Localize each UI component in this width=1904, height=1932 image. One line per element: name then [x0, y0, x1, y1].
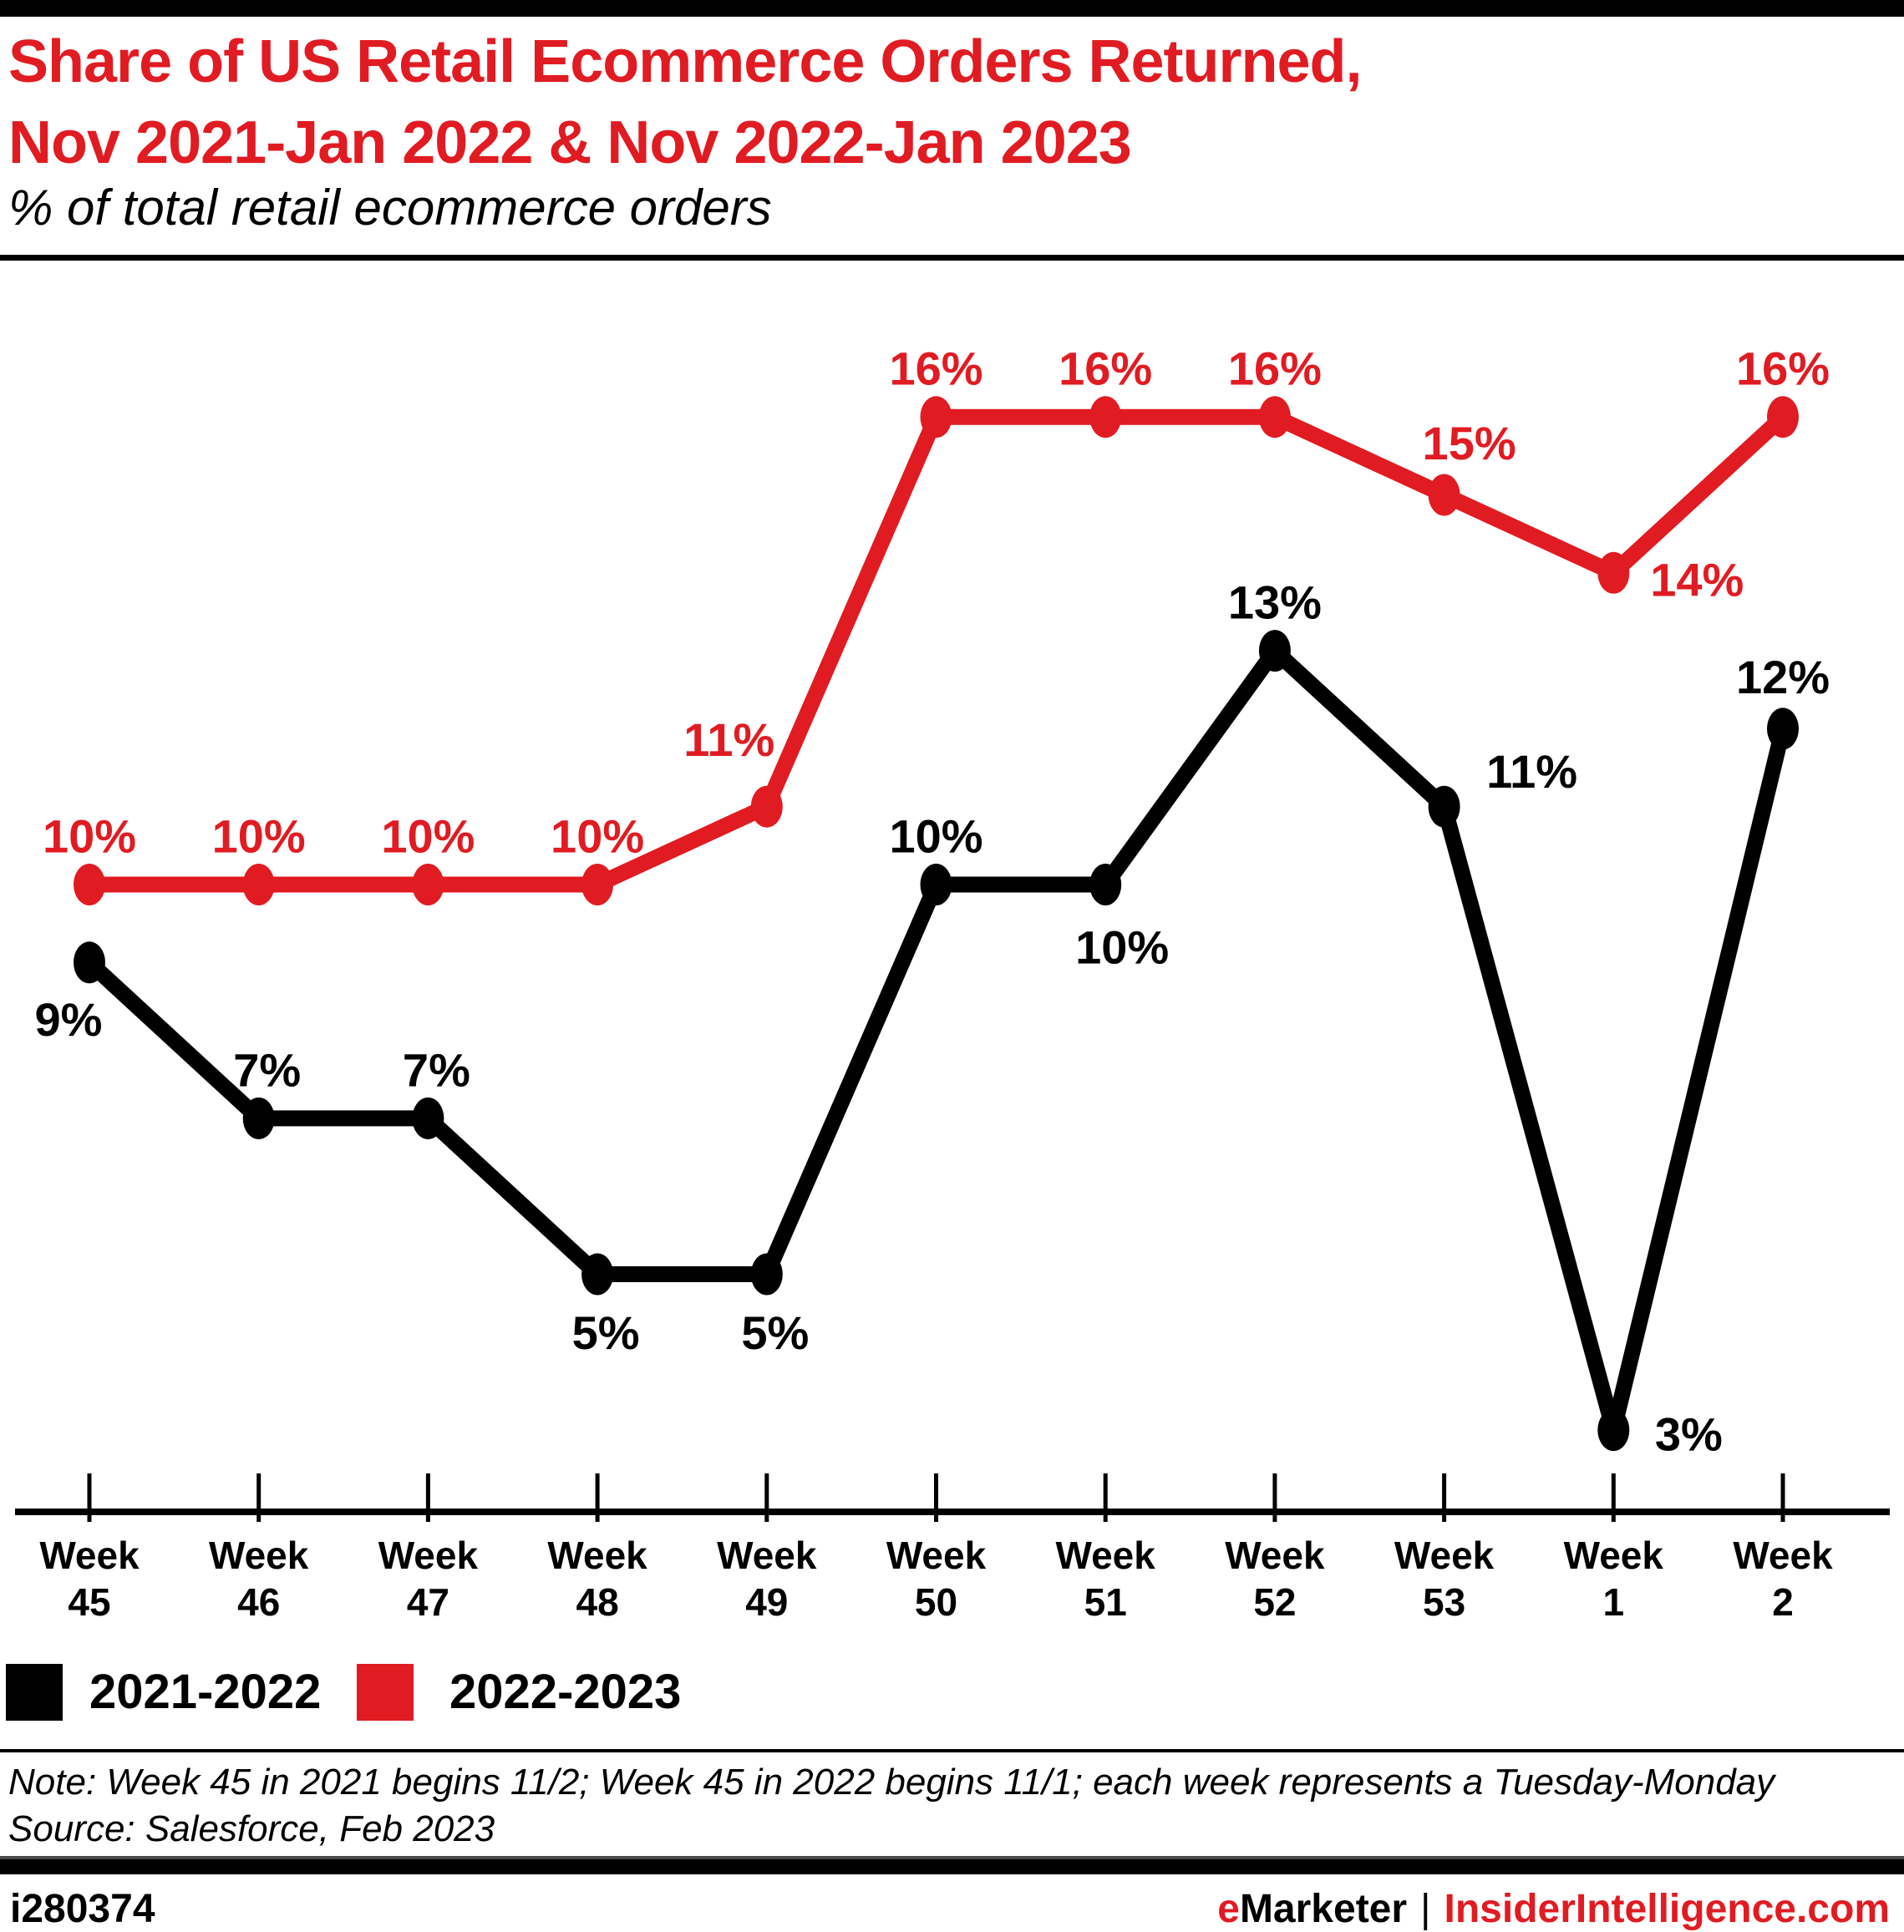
value-label-2021-2022-week-50: 10%	[889, 810, 982, 863]
point-2022-2023-week-50	[920, 396, 952, 439]
point-2021-2022-week-48	[581, 1253, 614, 1296]
value-label-2021-2022-week-52: 13%	[1228, 576, 1322, 629]
value-label-2022-2023-week-52: 16%	[1228, 342, 1322, 395]
value-label-2022-2023-week-45: 10%	[43, 810, 136, 863]
footnote-divider-line	[0, 1749, 1904, 1752]
value-label-2022-2023-week-49: 11%	[683, 713, 774, 766]
point-2022-2023-week-1	[1597, 551, 1630, 594]
legend-swatch-2022-2023	[357, 1664, 414, 1721]
point-2022-2023-week-52	[1258, 396, 1291, 439]
point-2021-2022-week-46	[242, 1097, 275, 1139]
x-axis-label-week-2: Week 2	[1733, 1534, 1833, 1624]
insider-intelligence-link[interactable]: InsiderIntelligence.com	[1444, 1887, 1890, 1931]
point-2022-2023-week-53	[1428, 474, 1460, 516]
footer-black-bar	[0, 1856, 1904, 1874]
chart-id: i280374	[10, 1887, 155, 1931]
value-label-2021-2022-week-45: 9%	[35, 993, 103, 1046]
chart-title-line2: Nov 2021-Jan 2022 & Nov 2022-Jan 2023	[8, 109, 1132, 176]
point-2021-2022-week-2	[1767, 707, 1799, 750]
x-axis-label-week-50: Week 50	[886, 1534, 987, 1624]
x-axis-label-week-49: Week 49	[717, 1534, 817, 1624]
value-label-2022-2023-week-47: 10%	[381, 810, 475, 863]
top-black-bar	[0, 0, 1904, 17]
point-2022-2023-week-45	[74, 864, 105, 905]
value-label-2022-2023-week-51: 16%	[1059, 342, 1152, 395]
footnote-block: Note: Week 45 in 2021 begins 11/2; Week …	[8, 1759, 1896, 1853]
value-label-2021-2022-week-48: 5%	[572, 1306, 640, 1359]
point-2022-2023-week-2	[1767, 396, 1799, 439]
legend-label-2021-2022: 2021-2022	[89, 1665, 322, 1719]
value-label-2021-2022-week-46: 7%	[233, 1043, 301, 1096]
value-label-2021-2022-week-49: 5%	[741, 1306, 809, 1359]
footnote-note: Note: Week 45 in 2021 begins 11/2; Week …	[8, 1762, 1775, 1803]
point-2021-2022-week-47	[412, 1097, 444, 1139]
point-2022-2023-week-48	[581, 864, 614, 905]
x-axis-label-week-53: Week 53	[1394, 1534, 1495, 1624]
x-axis-label-week-47: Week 47	[378, 1534, 479, 1624]
header-divider-line	[0, 255, 1904, 261]
emarketer-logo-e: e	[1217, 1887, 1240, 1931]
point-2021-2022-week-53	[1428, 785, 1460, 828]
footnote-source: Source: Salesforce, Feb 2023	[8, 1808, 495, 1849]
chart-title-line1: Share of US Retail Ecommerce Orders Retu…	[8, 28, 1363, 95]
value-label-2022-2023-week-46: 10%	[212, 810, 306, 863]
chart-title: Share of US Retail Ecommerce Orders Retu…	[8, 22, 1863, 184]
legend-label-2022-2023: 2022-2023	[449, 1665, 682, 1719]
x-axis-label-week-46: Week 46	[209, 1534, 309, 1624]
value-label-2021-2022-week-1: 3%	[1655, 1408, 1723, 1461]
value-label-2022-2023-week-50: 16%	[889, 342, 982, 395]
emarketer-logo-rest: Marketer	[1239, 1887, 1408, 1931]
point-2022-2023-week-46	[242, 864, 275, 905]
value-label-2021-2022-week-47: 7%	[403, 1043, 470, 1096]
value-label-2021-2022-week-2: 12%	[1736, 651, 1830, 703]
legend-swatch-2021-2022	[6, 1664, 63, 1721]
point-2022-2023-week-49	[750, 785, 783, 828]
x-axis-label-week-52: Week 52	[1225, 1534, 1325, 1624]
point-2021-2022-week-49	[750, 1253, 783, 1296]
point-2022-2023-week-47	[412, 864, 444, 905]
point-2021-2022-week-50	[920, 864, 952, 905]
value-label-2022-2023-week-53: 15%	[1423, 417, 1516, 469]
chart-subtitle: % of total retail ecommerce orders	[8, 180, 772, 236]
x-axis-label-week-48: Week 48	[547, 1534, 647, 1624]
point-2022-2023-week-51	[1089, 396, 1122, 439]
value-label-2021-2022-week-53: 11%	[1486, 745, 1577, 798]
x-axis-label-week-51: Week 51	[1056, 1534, 1156, 1624]
x-axis-label-week-45: Week 45	[39, 1534, 140, 1624]
value-label-2022-2023-week-1: 14%	[1650, 553, 1744, 606]
x-axis-label-week-1: Week 1	[1564, 1534, 1664, 1624]
value-label-2022-2023-week-2: 16%	[1736, 342, 1830, 395]
point-2021-2022-week-45	[74, 941, 105, 984]
value-label-2022-2023-week-48: 10%	[551, 810, 644, 863]
value-label-2021-2022-week-51: 10%	[1075, 921, 1169, 974]
brand-lockup: eMarketer | InsiderIntelligence.com	[1217, 1886, 1890, 1932]
point-2021-2022-week-51	[1089, 864, 1122, 905]
point-2021-2022-week-52	[1258, 630, 1291, 672]
brand-separator: |	[1420, 1887, 1431, 1931]
point-2021-2022-week-1	[1597, 1409, 1630, 1452]
